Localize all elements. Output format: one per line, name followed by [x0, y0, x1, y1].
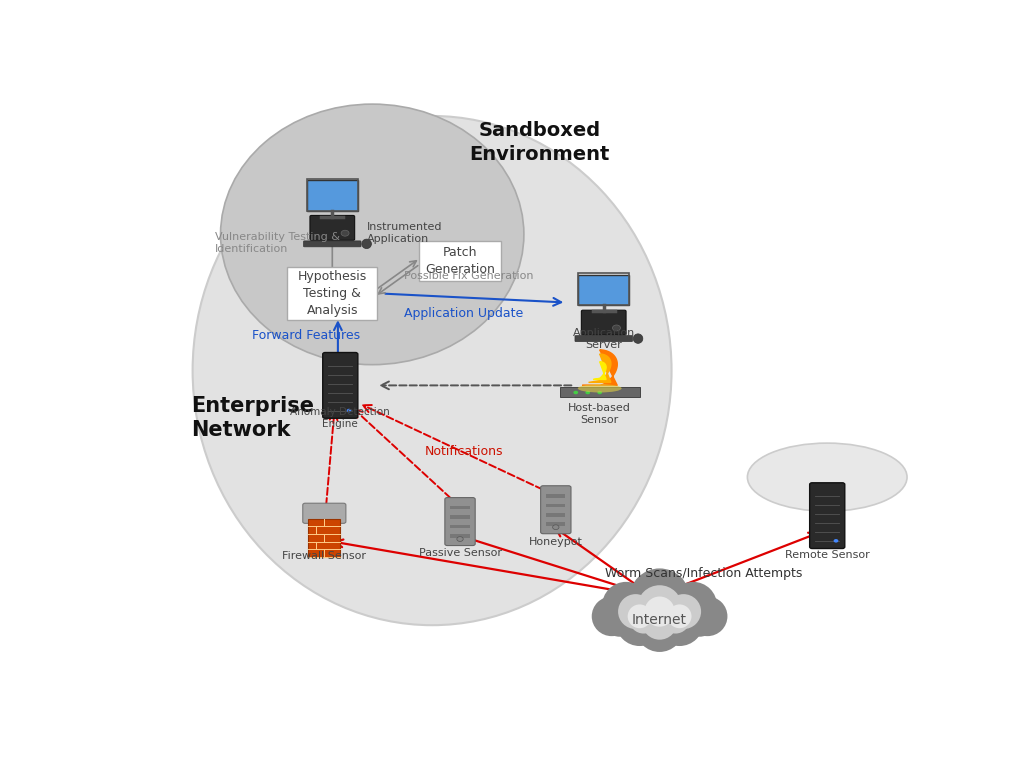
Polygon shape [593, 361, 606, 379]
Text: Forward Features: Forward Features [252, 328, 360, 341]
Bar [546, 522, 565, 526]
Circle shape [597, 391, 603, 394]
Ellipse shape [661, 605, 690, 634]
Text: Passive Sensor: Passive Sensor [418, 548, 502, 558]
Ellipse shape [682, 602, 717, 637]
Ellipse shape [667, 604, 691, 628]
Text: Application Update: Application Update [405, 308, 523, 320]
Text: Patch
Generation: Patch Generation [425, 246, 495, 276]
Polygon shape [582, 350, 617, 385]
Bar [450, 506, 470, 509]
FancyBboxPatch shape [303, 503, 346, 524]
Ellipse shape [629, 605, 658, 634]
Ellipse shape [642, 604, 677, 640]
Bar [450, 524, 470, 528]
Circle shape [613, 325, 620, 331]
Bar [560, 387, 640, 398]
Ellipse shape [603, 582, 650, 630]
FancyBboxPatch shape [304, 241, 362, 247]
Text: Firewall Sensor: Firewall Sensor [282, 551, 367, 561]
Bar [450, 515, 470, 519]
Ellipse shape [636, 604, 684, 652]
Ellipse shape [591, 597, 631, 636]
Ellipse shape [666, 594, 701, 629]
Ellipse shape [193, 116, 672, 625]
Circle shape [833, 539, 838, 543]
Text: Instrumented
Application: Instrumented Application [367, 222, 442, 245]
FancyBboxPatch shape [322, 352, 357, 418]
Ellipse shape [603, 602, 638, 637]
Ellipse shape [748, 443, 907, 511]
Ellipse shape [618, 594, 653, 629]
FancyBboxPatch shape [307, 180, 357, 211]
Circle shape [457, 537, 464, 541]
Ellipse shape [670, 582, 717, 630]
Text: Possible Fix Generation: Possible Fix Generation [404, 271, 534, 281]
Ellipse shape [638, 585, 682, 630]
Text: Application
Server: Application Server [573, 328, 634, 351]
Ellipse shape [688, 597, 727, 636]
FancyBboxPatch shape [810, 483, 845, 548]
FancyBboxPatch shape [541, 486, 571, 534]
Ellipse shape [627, 604, 652, 628]
Bar [450, 534, 470, 538]
Bar [578, 274, 629, 305]
Polygon shape [588, 354, 611, 382]
Text: Host-based
Sensor: Host-based Sensor [569, 403, 631, 425]
Ellipse shape [616, 598, 663, 646]
Text: Vulnerability Testing &
Identification: Vulnerability Testing & Identification [215, 232, 340, 255]
Bar [308, 518, 340, 557]
Ellipse shape [220, 104, 524, 365]
FancyBboxPatch shape [310, 215, 354, 240]
Text: Sandboxed
Environment: Sandboxed Environment [470, 122, 610, 164]
Text: Enterprise
Network: Enterprise Network [191, 395, 314, 441]
Ellipse shape [633, 334, 643, 343]
Ellipse shape [362, 239, 372, 248]
Text: Worm Scans/Infection Attempts: Worm Scans/Infection Attempts [606, 567, 802, 580]
FancyBboxPatch shape [581, 310, 626, 335]
Bar [307, 178, 357, 211]
FancyBboxPatch shape [445, 498, 475, 545]
Text: Internet: Internet [632, 614, 687, 628]
Ellipse shape [578, 384, 622, 392]
Text: Notifications: Notifications [424, 445, 504, 458]
Text: Anomaly Detection
Engine: Anomaly Detection Engine [290, 407, 390, 429]
FancyBboxPatch shape [575, 335, 632, 341]
Circle shape [341, 230, 349, 236]
Ellipse shape [645, 597, 675, 627]
Bar [546, 504, 565, 507]
Text: Honeypot: Honeypot [528, 538, 583, 548]
Bar [546, 513, 565, 517]
Circle shape [585, 391, 590, 394]
FancyBboxPatch shape [419, 241, 502, 281]
Bar [546, 494, 565, 498]
FancyBboxPatch shape [578, 275, 629, 305]
Circle shape [347, 409, 351, 412]
Text: Remote Sensor: Remote Sensor [785, 551, 869, 561]
Ellipse shape [629, 568, 690, 629]
Circle shape [574, 391, 578, 394]
FancyBboxPatch shape [287, 267, 377, 320]
Ellipse shape [655, 598, 703, 646]
Text: Hypothesis
Testing &
Analysis: Hypothesis Testing & Analysis [298, 270, 367, 317]
Circle shape [553, 524, 559, 530]
